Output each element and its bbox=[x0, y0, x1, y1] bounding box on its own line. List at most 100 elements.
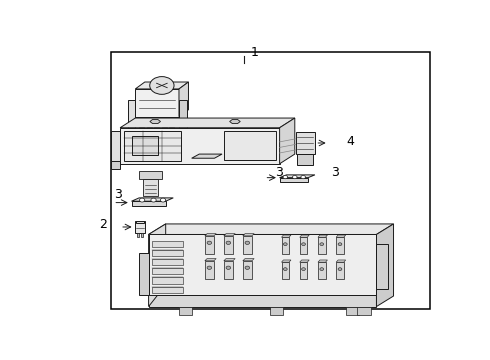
Bar bbox=[170, 127, 174, 131]
Polygon shape bbox=[243, 234, 254, 236]
Polygon shape bbox=[148, 224, 393, 234]
Polygon shape bbox=[152, 250, 183, 256]
Polygon shape bbox=[336, 235, 345, 237]
Polygon shape bbox=[336, 260, 345, 262]
Polygon shape bbox=[300, 237, 307, 254]
Polygon shape bbox=[131, 136, 158, 156]
Bar bbox=[147, 127, 151, 131]
Polygon shape bbox=[148, 285, 393, 296]
Polygon shape bbox=[148, 224, 166, 307]
Polygon shape bbox=[280, 175, 315, 177]
Polygon shape bbox=[295, 132, 315, 154]
Circle shape bbox=[245, 241, 249, 244]
Polygon shape bbox=[192, 154, 222, 158]
Polygon shape bbox=[205, 236, 214, 254]
Polygon shape bbox=[205, 258, 216, 261]
Polygon shape bbox=[281, 237, 289, 254]
Polygon shape bbox=[280, 118, 295, 164]
Polygon shape bbox=[179, 100, 187, 128]
Polygon shape bbox=[243, 258, 254, 261]
Polygon shape bbox=[111, 131, 120, 161]
Polygon shape bbox=[270, 307, 283, 315]
Polygon shape bbox=[243, 261, 252, 279]
Circle shape bbox=[160, 198, 166, 202]
Polygon shape bbox=[120, 128, 280, 164]
Circle shape bbox=[226, 241, 231, 244]
Bar bbox=[162, 127, 167, 131]
Polygon shape bbox=[143, 179, 158, 195]
Bar bbox=[111, 51, 430, 309]
Polygon shape bbox=[318, 262, 325, 279]
Bar bbox=[139, 127, 144, 131]
Circle shape bbox=[302, 268, 305, 270]
Polygon shape bbox=[224, 261, 233, 279]
Circle shape bbox=[151, 198, 156, 202]
Polygon shape bbox=[300, 262, 307, 279]
Polygon shape bbox=[300, 235, 309, 237]
Bar bbox=[137, 233, 140, 237]
Polygon shape bbox=[152, 278, 183, 284]
Polygon shape bbox=[376, 244, 388, 289]
Circle shape bbox=[283, 268, 287, 270]
Polygon shape bbox=[128, 100, 135, 128]
Polygon shape bbox=[318, 260, 327, 262]
Polygon shape bbox=[152, 259, 183, 265]
Circle shape bbox=[302, 243, 305, 246]
Text: 3: 3 bbox=[331, 166, 339, 179]
Text: 1: 1 bbox=[251, 46, 259, 59]
Polygon shape bbox=[179, 82, 189, 117]
Text: 3: 3 bbox=[114, 188, 122, 201]
Polygon shape bbox=[135, 82, 189, 89]
Polygon shape bbox=[179, 307, 192, 315]
Polygon shape bbox=[224, 234, 235, 236]
Polygon shape bbox=[139, 171, 162, 179]
Polygon shape bbox=[136, 221, 144, 223]
Polygon shape bbox=[135, 221, 145, 233]
Polygon shape bbox=[205, 234, 216, 236]
Text: 2: 2 bbox=[99, 218, 107, 231]
Circle shape bbox=[301, 175, 305, 179]
Polygon shape bbox=[111, 161, 120, 169]
Polygon shape bbox=[150, 120, 161, 123]
Polygon shape bbox=[280, 177, 308, 182]
Polygon shape bbox=[281, 235, 291, 237]
Circle shape bbox=[283, 175, 288, 179]
Circle shape bbox=[320, 268, 324, 270]
Polygon shape bbox=[376, 224, 393, 307]
Circle shape bbox=[245, 266, 249, 269]
Bar bbox=[154, 127, 159, 131]
Text: 3: 3 bbox=[275, 166, 283, 179]
Polygon shape bbox=[135, 89, 179, 117]
Polygon shape bbox=[131, 198, 173, 201]
Polygon shape bbox=[281, 260, 291, 262]
Polygon shape bbox=[346, 307, 359, 315]
Polygon shape bbox=[243, 236, 252, 254]
Circle shape bbox=[338, 243, 342, 246]
Circle shape bbox=[283, 243, 287, 246]
Bar bbox=[141, 233, 143, 237]
Polygon shape bbox=[124, 131, 181, 161]
Circle shape bbox=[320, 243, 324, 246]
Polygon shape bbox=[336, 237, 344, 254]
Polygon shape bbox=[224, 131, 276, 160]
Circle shape bbox=[140, 198, 145, 202]
Polygon shape bbox=[148, 296, 376, 307]
Polygon shape bbox=[120, 118, 295, 128]
Circle shape bbox=[207, 266, 212, 269]
Polygon shape bbox=[152, 268, 183, 274]
Polygon shape bbox=[281, 262, 289, 279]
Circle shape bbox=[226, 266, 231, 269]
Polygon shape bbox=[139, 253, 148, 296]
Circle shape bbox=[207, 241, 212, 244]
Polygon shape bbox=[336, 262, 344, 279]
Circle shape bbox=[338, 268, 342, 270]
Polygon shape bbox=[297, 154, 313, 165]
Polygon shape bbox=[318, 235, 327, 237]
Circle shape bbox=[293, 175, 297, 179]
Polygon shape bbox=[224, 236, 233, 254]
Polygon shape bbox=[205, 261, 214, 279]
Polygon shape bbox=[300, 260, 309, 262]
Polygon shape bbox=[224, 258, 235, 261]
Polygon shape bbox=[357, 307, 371, 315]
Polygon shape bbox=[318, 237, 325, 254]
